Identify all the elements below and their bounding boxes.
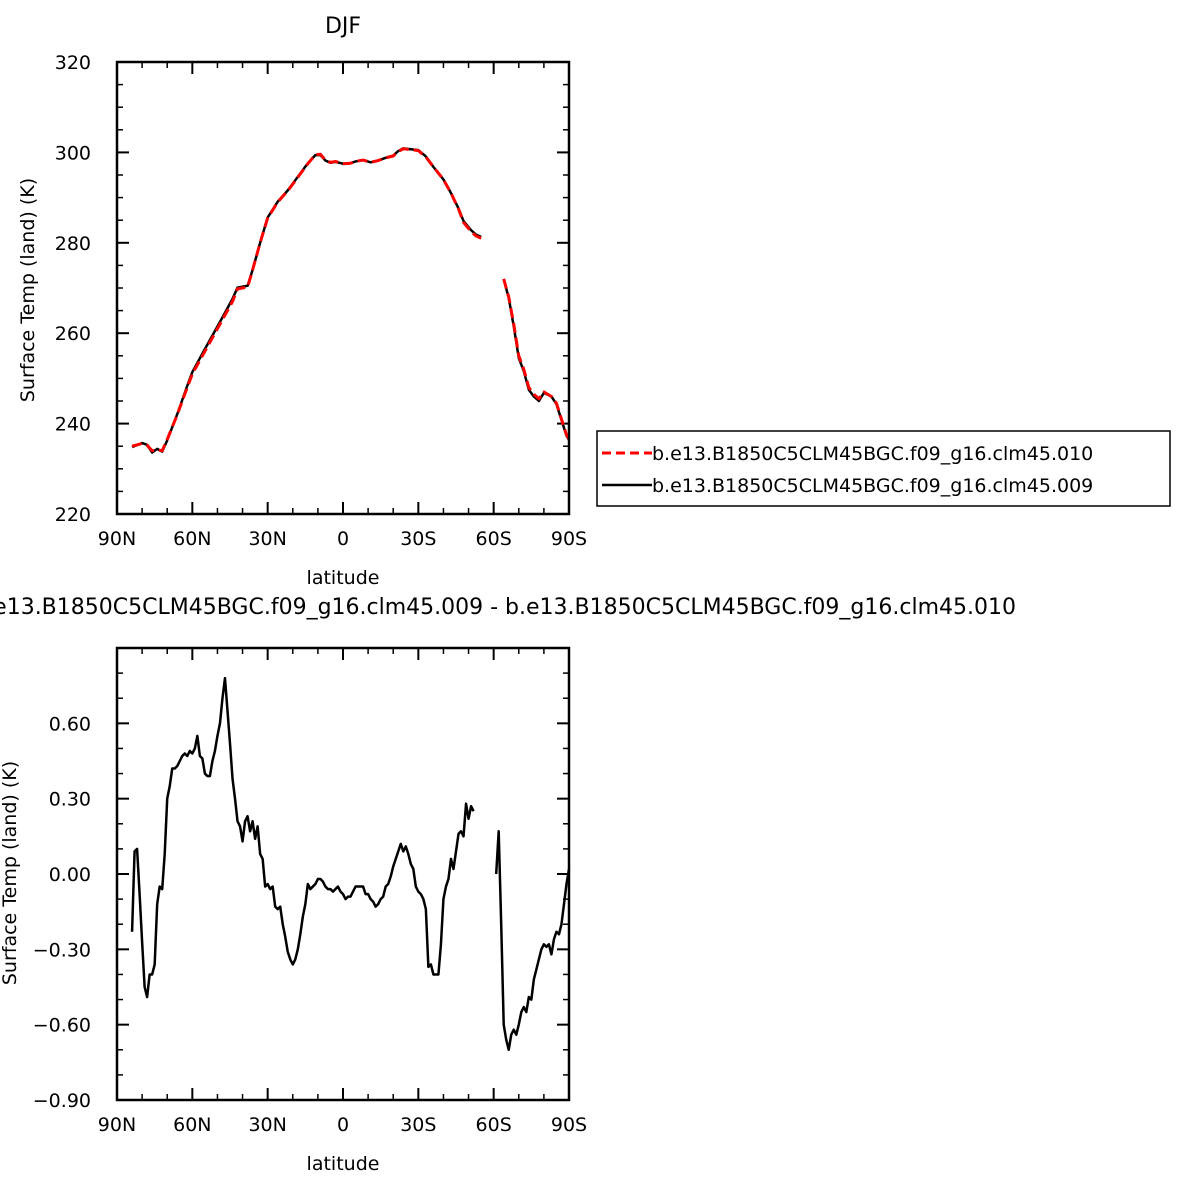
bottom-x-tick-label: 60S [476, 1114, 512, 1136]
top-y-tick-label: 260 [55, 323, 91, 345]
top-series-0-line [502, 278, 571, 441]
legend-box [596, 430, 1171, 507]
bottom-y-tick-label: 0.30 [49, 789, 91, 811]
bottom-x-tick-label: 30S [400, 1114, 436, 1136]
bottom-y-axis-title: Surface Temp (land) (K) [0, 761, 21, 985]
top-x-axis-title: latitude [307, 567, 380, 589]
bottom-y-tick-label: −0.90 [33, 1090, 91, 1112]
legend: b.e13.B1850C5CLM45BGC.f09_g16.clm45.010 … [596, 430, 1171, 507]
bottom-x-tick-label: 90N [98, 1114, 136, 1136]
top-x-tick-label: 0 [337, 528, 349, 550]
top-y-tick-label: 320 [55, 52, 91, 74]
bottom-panel-title: b.e13.B1850C5CLM45BGC.f09_g16.clm45.009 … [0, 595, 1016, 620]
top-panel: DJF Surface Temp (land) (K) latitude 90N… [17, 14, 587, 589]
top-panel-title: DJF [325, 14, 361, 39]
bottom-x-tick-label: 90S [551, 1114, 587, 1136]
bottom-plot-frame [115, 646, 571, 1102]
top-y-tick-label: 220 [55, 504, 91, 526]
top-x-tick-label: 30S [400, 528, 436, 550]
legend-label-010: b.e13.B1850C5CLM45BGC.f09_g16.clm45.010 [652, 443, 1093, 465]
bottom-y-tick-label: 0.00 [49, 864, 91, 886]
top-plot-frame [115, 60, 571, 516]
bottom-x-axis-title: latitude [307, 1153, 380, 1175]
legend-label-009: b.e13.B1850C5CLM45BGC.f09_g16.clm45.009 [652, 475, 1093, 497]
top-y-tick-label: 280 [55, 233, 91, 255]
top-x-tick-label: 90S [551, 528, 587, 550]
bottom-series-0-line [130, 676, 475, 999]
top-x-tick-label: 60N [173, 528, 211, 550]
top-y-tick-label: 240 [55, 414, 91, 436]
top-series-1-line [131, 147, 482, 454]
top-series-0-line [131, 147, 482, 453]
bottom-y-tick-label: 0.60 [49, 713, 91, 735]
top-x-tick-label: 60S [476, 528, 512, 550]
top-y-axis-title: Surface Temp (land) (K) [17, 178, 39, 402]
top-y-tick-label: 300 [55, 142, 91, 164]
top-x-tick-label: 90N [98, 528, 136, 550]
bottom-series-0-line [494, 830, 571, 1052]
bottom-x-tick-label: 60N [173, 1114, 211, 1136]
bottom-y-tick-label: −0.60 [33, 1015, 91, 1037]
bottom-plot-lines [130, 676, 571, 1052]
bottom-panel: b.e13.B1850C5CLM45BGC.f09_g16.clm45.009 … [0, 595, 1016, 1175]
top-axes: 90N 60N 30N 0 30S 60S 90S 220 240 260 280 300 320 [55, 52, 587, 550]
bottom-y-tick-label: −0.30 [33, 939, 91, 961]
top-x-tick-label: 30N [248, 528, 286, 550]
bottom-x-tick-label: 30N [248, 1114, 286, 1136]
bottom-x-tick-label: 0 [337, 1114, 349, 1136]
top-plot-lines [131, 147, 571, 454]
